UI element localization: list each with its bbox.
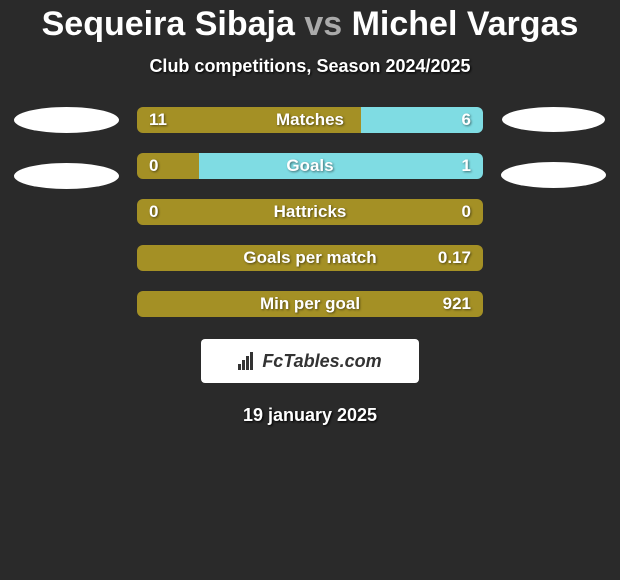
stat-label: Goals xyxy=(286,156,333,176)
stats-area: Matches 11 6 Goals 0 1 Hattricks 0 0 Goals per ma… xyxy=(0,107,620,317)
logo-text: FcTables.com xyxy=(262,351,381,372)
stat-label: Matches xyxy=(276,110,344,130)
bar-left-segment xyxy=(137,153,199,179)
date-text: 19 january 2025 xyxy=(0,405,620,426)
right-ovals-col xyxy=(501,107,606,188)
stat-row-min-per-goal: Min per goal 921 xyxy=(137,291,483,317)
stat-left-value: 11 xyxy=(149,110,167,130)
stat-row-goals-per-match: Goals per match 0.17 xyxy=(137,245,483,271)
stat-row-matches: Matches 11 6 xyxy=(137,107,483,133)
stat-right-value: 1 xyxy=(462,156,471,176)
left-ovals-col xyxy=(14,107,119,189)
stat-left-value: 0 xyxy=(149,156,158,176)
bar-right-segment xyxy=(199,153,483,179)
stat-right-value: 921 xyxy=(443,294,471,314)
stat-left-value: 0 xyxy=(149,202,158,222)
title: Sequeira Sibaja vs Michel Vargas xyxy=(0,5,620,44)
left-oval-2 xyxy=(14,163,119,189)
right-oval-2 xyxy=(501,162,606,188)
right-oval-1 xyxy=(502,107,605,132)
stat-row-goals: Goals 0 1 xyxy=(137,153,483,179)
vs-text: vs xyxy=(304,5,342,43)
stat-row-hattricks: Hattricks 0 0 xyxy=(137,199,483,225)
logo-box: FcTables.com xyxy=(201,339,419,383)
player1-name: Sequeira Sibaja xyxy=(42,5,295,43)
comparison-infographic: Sequeira Sibaja vs Michel Vargas Club co… xyxy=(0,0,620,426)
stat-label: Goals per match xyxy=(243,248,376,268)
stat-right-value: 0.17 xyxy=(438,248,471,268)
left-oval-1 xyxy=(14,107,119,133)
bars-column: Matches 11 6 Goals 0 1 Hattricks 0 0 Goals per ma… xyxy=(137,107,483,317)
chart-bars-icon xyxy=(238,352,258,370)
stat-label: Hattricks xyxy=(274,202,347,222)
subtitle: Club competitions, Season 2024/2025 xyxy=(0,56,620,77)
player2-name: Michel Vargas xyxy=(352,5,579,43)
stat-right-value: 0 xyxy=(462,202,471,222)
stat-right-value: 6 xyxy=(462,110,471,130)
stat-label: Min per goal xyxy=(260,294,360,314)
